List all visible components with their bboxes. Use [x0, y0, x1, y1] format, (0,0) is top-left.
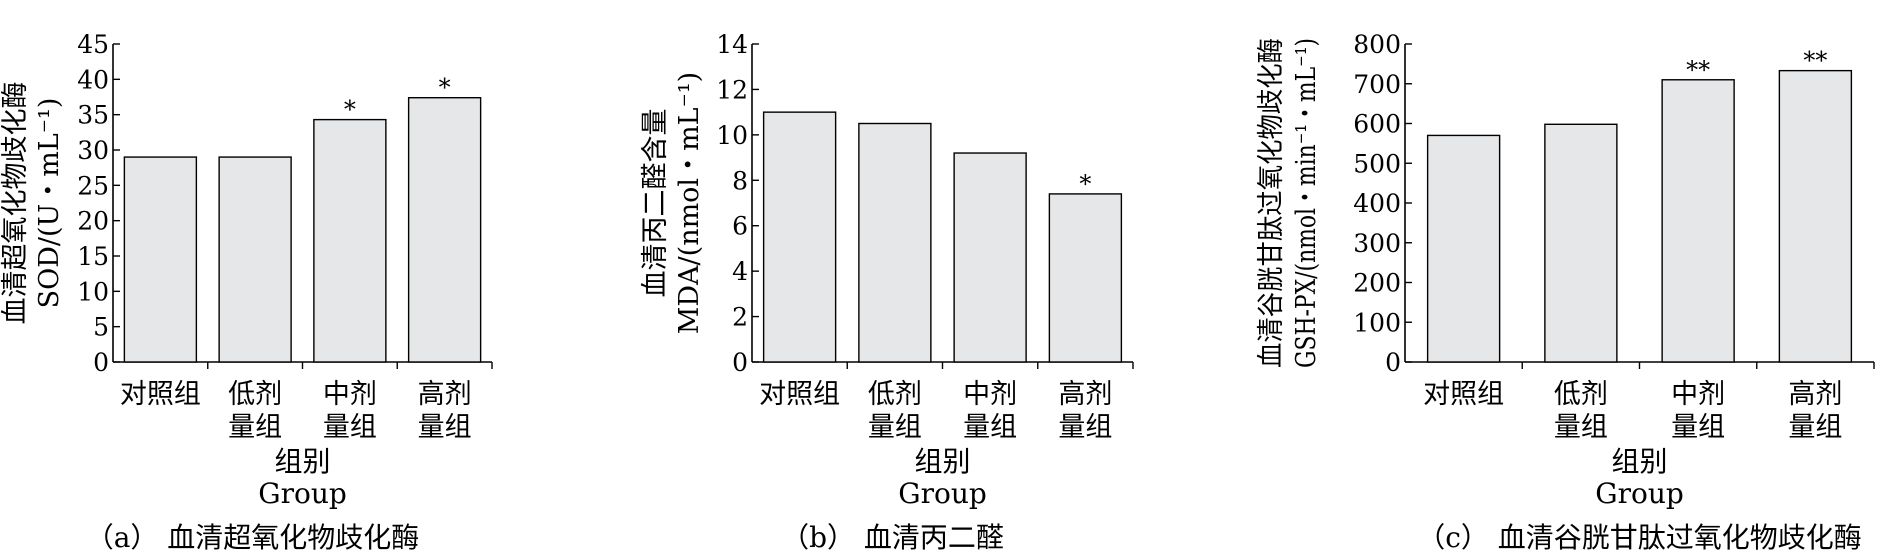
x-tick-label: 量组: [963, 412, 1017, 443]
y-axis-title-unit: SOD/(U・mL⁻¹): [34, 98, 65, 309]
x-tick-label: 对照组: [120, 379, 201, 410]
bar: [218, 156, 292, 363]
y-tick-label: 0: [93, 348, 109, 377]
bar: [1778, 69, 1853, 363]
y-tick-label: 5: [93, 313, 109, 342]
y-tick-label: 100: [1353, 308, 1401, 337]
y-tick-label: 15: [77, 242, 109, 271]
panel-caption: （b） 血清丙二醛: [781, 521, 1004, 554]
x-tick-label: 量组: [228, 412, 282, 443]
bar: [1544, 123, 1618, 363]
bar: [407, 97, 482, 363]
x-tick-label: 高剂: [1058, 379, 1112, 410]
y-tick-label: 35: [77, 101, 109, 130]
y-tick-label: 0: [1385, 348, 1401, 377]
x-tick-label: 高剂: [418, 379, 472, 410]
significance-marker: *: [344, 96, 356, 124]
x-tick-label: 量组: [418, 412, 472, 443]
y-tick-label: 25: [77, 171, 109, 200]
y-tick-label: 400: [1353, 189, 1401, 218]
x-tick-label: 量组: [1788, 412, 1842, 443]
y-tick-label: 800: [1353, 30, 1401, 59]
x-tick-label: 量组: [868, 412, 922, 443]
y-axis-title-cn: 血清谷胱甘肽过氧化物歧化酶: [1256, 38, 1287, 368]
y-tick-label: 0: [732, 348, 748, 377]
x-tick-label: 低剂: [868, 379, 922, 410]
y-tick-label: 700: [1353, 70, 1401, 99]
bar: [858, 122, 932, 363]
x-tick-label: 量组: [323, 412, 377, 443]
x-axis-title-cn: 组别: [1611, 445, 1667, 478]
x-tick-label: 量组: [1554, 412, 1608, 443]
significance-marker: **: [1686, 56, 1710, 84]
x-tick-label: 对照组: [759, 379, 840, 410]
y-tick-label: 2: [732, 303, 748, 332]
y-axis-title-unit: GSH-PX/(nmol・min⁻¹・mL⁻¹): [1291, 38, 1322, 368]
y-tick-label: 14: [716, 30, 748, 59]
significance-marker: *: [1079, 170, 1091, 198]
bar: [1426, 134, 1501, 363]
y-tick-label: 300: [1353, 229, 1401, 258]
y-tick-label: 10: [716, 121, 748, 150]
bar: [123, 156, 198, 363]
y-tick-label: 40: [77, 65, 109, 94]
bar: [1661, 79, 1735, 363]
x-axis-title-cn: 组别: [914, 445, 970, 478]
y-tick-label: 6: [732, 212, 748, 241]
x-tick-label: 量组: [1671, 412, 1725, 443]
bar: [953, 152, 1027, 363]
y-tick-label: 8: [732, 166, 748, 195]
x-axis-title-en: Group: [1595, 477, 1684, 510]
x-tick-label: 量组: [1058, 412, 1112, 443]
x-tick-label: 低剂: [1554, 379, 1608, 410]
y-tick-label: 30: [77, 136, 109, 165]
y-tick-label: 200: [1353, 269, 1401, 298]
y-tick-label: 4: [732, 257, 748, 286]
x-tick-label: 中剂: [1671, 379, 1725, 410]
y-tick-label: 12: [716, 75, 748, 104]
bar: [1048, 193, 1123, 363]
y-tick-label: 600: [1353, 110, 1401, 139]
panel-caption: （c） 血清谷胱甘肽过氧化物歧化酶: [1417, 521, 1862, 554]
x-axis-title-en: Group: [258, 477, 347, 510]
y-axis-title-cn: 血清超氧化物歧化酶: [0, 82, 31, 325]
y-tick-label: 20: [77, 207, 109, 236]
y-tick-label: 10: [77, 277, 109, 306]
y-tick-label: 500: [1353, 149, 1401, 178]
x-tick-label: 低剂: [228, 379, 282, 410]
x-tick-label: 高剂: [1788, 379, 1842, 410]
y-tick-label: 45: [77, 30, 109, 59]
x-axis-title-en: Group: [898, 477, 987, 510]
significance-marker: **: [1803, 47, 1827, 75]
x-tick-label: 中剂: [323, 379, 377, 410]
x-axis-title-cn: 组别: [274, 445, 330, 478]
y-axis-title-cn: 血清丙二醛含量: [640, 109, 671, 298]
significance-marker: *: [439, 74, 451, 102]
x-tick-label: 中剂: [963, 379, 1017, 410]
bar: [313, 118, 387, 363]
x-tick-label: 对照组: [1423, 379, 1504, 410]
panel-caption: （a） 血清超氧化物歧化酶: [86, 521, 420, 554]
bar: [762, 111, 837, 363]
y-axis-title-unit: MDA/(nmol・mL⁻¹): [674, 72, 705, 334]
